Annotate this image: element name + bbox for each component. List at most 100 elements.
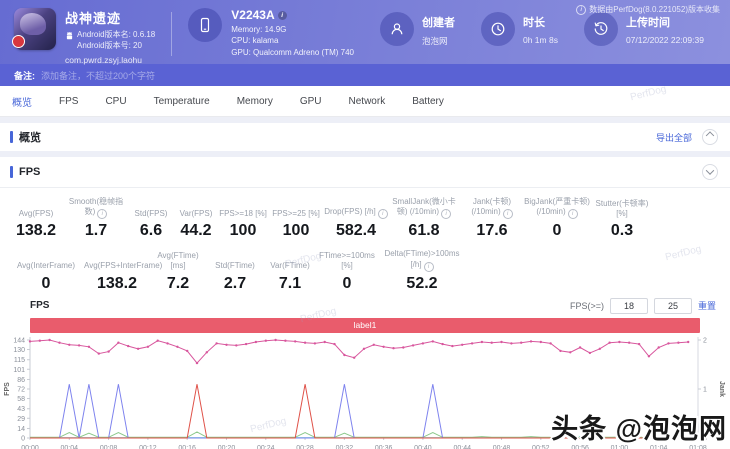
stat-value: 7.2 — [150, 275, 206, 293]
series-red-jank-spikes — [30, 384, 688, 438]
stat-label: FPS>=18 [%] — [218, 209, 268, 219]
stat-label: Std(FPS) — [128, 209, 174, 219]
svg-text:144: 144 — [13, 337, 25, 344]
svg-text:43: 43 — [17, 406, 25, 413]
chart-title: FPS — [30, 300, 49, 311]
stat-label: Avg(InterFrame) — [8, 261, 84, 271]
stat-avg-fps: Avg(FPS)138.2 — [8, 209, 64, 240]
overview-title: 概览 — [10, 129, 41, 145]
fps-section-title: FPS — [10, 166, 40, 178]
stat-std-ftime: Std(FTime)2.7 — [206, 261, 264, 292]
creator-label: 创建者 — [422, 14, 455, 30]
phone-icon — [188, 8, 222, 42]
stat-var-fps: Var(FPS)44.2 — [174, 209, 218, 240]
svg-text:115: 115 — [14, 357, 25, 364]
device-info-icon[interactable]: i — [278, 11, 287, 20]
tab-network[interactable]: Network — [349, 96, 386, 107]
svg-text:00:08: 00:08 — [100, 445, 118, 449]
stat-smalljank: SmallJank(微小卡顿) (/10min)61.8 — [388, 197, 460, 240]
stat-label: Delta(FTime)>100ms [/h] — [378, 249, 466, 271]
note-bar[interactable]: 备注: 添加备注，不超过200个字符 — [0, 64, 730, 86]
export-all-link[interactable]: 导出全部 — [656, 131, 692, 144]
tab-battery[interactable]: Battery — [412, 96, 444, 107]
tab-cpu[interactable]: CPU — [105, 96, 126, 107]
reset-link[interactable]: 重置 — [698, 299, 716, 312]
svg-text:00:56: 00:56 — [571, 445, 589, 449]
info-icon[interactable] — [97, 209, 107, 219]
stat-value: 61.8 — [388, 222, 460, 240]
stat-avg-fps-interframe: Avg(FPS+InterFrame) 138.2 — [84, 261, 150, 292]
fps-threshold-controls: FPS(>=) 重置 — [570, 298, 716, 314]
info-icon[interactable] — [424, 262, 434, 272]
fps-threshold-input-1[interactable] — [610, 298, 648, 314]
stat-label: Var(FTime) — [264, 261, 316, 271]
upload-time-value: 07/12/2022 22:09:39 — [626, 35, 704, 45]
stat-ftime-ge-100ms: FTime>=100ms [%]0 — [316, 251, 378, 293]
stat-value: 100 — [268, 222, 324, 240]
header-divider — [171, 12, 172, 56]
svg-text:130: 130 — [13, 347, 25, 354]
series-blue-jank-spikes — [30, 384, 688, 438]
creator-block: 创建者 泡泡网 — [380, 12, 455, 47]
stat-label: FTime>=100ms [%] — [316, 251, 378, 272]
tab-temperature[interactable]: Temperature — [154, 96, 210, 107]
perfdog-report-page: 战神遗迹 Android版本名: 0.6.18 Android版本号: 20 c… — [0, 0, 730, 449]
chart-label-banner: label1 — [30, 318, 700, 333]
stat-drop-fps: Drop(FPS) [/h]582.4 — [324, 207, 388, 240]
stat-value: 1.7 — [64, 222, 128, 240]
android-icon — [65, 31, 74, 41]
info-icon[interactable] — [378, 209, 388, 219]
info-icon[interactable] — [503, 209, 513, 219]
stat-var-ftime: Var(FTime) 7.1 — [264, 261, 316, 292]
svg-text:29: 29 — [17, 416, 25, 423]
stat-smooth: Smooth(稳帧指数) 1.7 — [64, 197, 128, 240]
tab-fps[interactable]: FPS — [59, 96, 78, 107]
title-accent — [10, 166, 13, 178]
tab-memory[interactable]: Memory — [237, 96, 273, 107]
fps-threshold-input-2[interactable] — [654, 298, 692, 314]
duration-block: 时长 0h 1m 8s — [481, 12, 558, 46]
android-version-code: Android版本号: 20 — [77, 41, 155, 52]
svg-text:FPS: FPS — [4, 382, 11, 396]
chevron-down-icon — [706, 166, 714, 174]
note-placeholder: 添加备注，不超过200个字符 — [41, 69, 155, 82]
device-cpu: CPU: kalama — [231, 36, 354, 45]
stat-label: Var(FPS) — [174, 209, 218, 219]
note-label: 备注: — [14, 69, 35, 82]
svg-text:14: 14 — [17, 426, 25, 433]
svg-text:0: 0 — [703, 435, 707, 442]
stat-value: 100 — [218, 222, 268, 240]
stat-fps-ge-25: FPS>=25 [%]100 — [268, 209, 324, 240]
collapse-fps-button[interactable] — [702, 164, 718, 180]
svg-text:00:40: 00:40 — [414, 445, 432, 449]
svg-text:1: 1 — [703, 386, 707, 393]
info-icon[interactable] — [568, 209, 578, 219]
svg-text:01:04: 01:04 — [650, 445, 668, 449]
game-icon-badge — [12, 35, 25, 48]
device-gpu: GPU: Qualcomm Adreno (TM) 740 — [231, 48, 354, 57]
tab-gpu[interactable]: GPU — [300, 96, 322, 107]
info-icon[interactable] — [441, 209, 451, 219]
stat-value: 17.6 — [460, 222, 524, 240]
svg-text:101: 101 — [13, 367, 25, 374]
stat-std-fps: Std(FPS)6.6 — [128, 209, 174, 240]
stat-value: 0 — [8, 275, 84, 293]
svg-text:00:24: 00:24 — [257, 445, 275, 449]
duration-value: 0h 1m 8s — [523, 35, 558, 45]
stat-label: Avg(FPS+InterFrame) — [84, 261, 150, 271]
svg-text:01:08: 01:08 — [689, 445, 707, 449]
app-version-block: Android版本名: 0.6.18 Android版本号: 20 — [65, 30, 155, 52]
report-header: 战神遗迹 Android版本名: 0.6.18 Android版本号: 20 c… — [0, 0, 730, 64]
collapse-overview-button[interactable] — [702, 129, 718, 145]
stat-value: 7.1 — [264, 275, 316, 293]
clock-icon — [481, 12, 515, 46]
stat-value: 138.2 — [84, 275, 150, 293]
svg-text:00:00: 00:00 — [21, 445, 39, 449]
svg-text:00:28: 00:28 — [296, 445, 314, 449]
app-meta: 战神遗迹 Android版本名: 0.6.18 Android版本号: 20 c… — [65, 8, 155, 65]
stat-label: Smooth(稳帧指数) — [64, 197, 128, 219]
tab-overview[interactable]: 概览 — [12, 94, 32, 109]
android-version-name: Android版本名: 0.6.18 — [77, 30, 155, 41]
svg-text:72: 72 — [17, 386, 25, 393]
fps-jank-chart[interactable]: 014294358728610111513014401200:0000:0400… — [0, 334, 730, 449]
